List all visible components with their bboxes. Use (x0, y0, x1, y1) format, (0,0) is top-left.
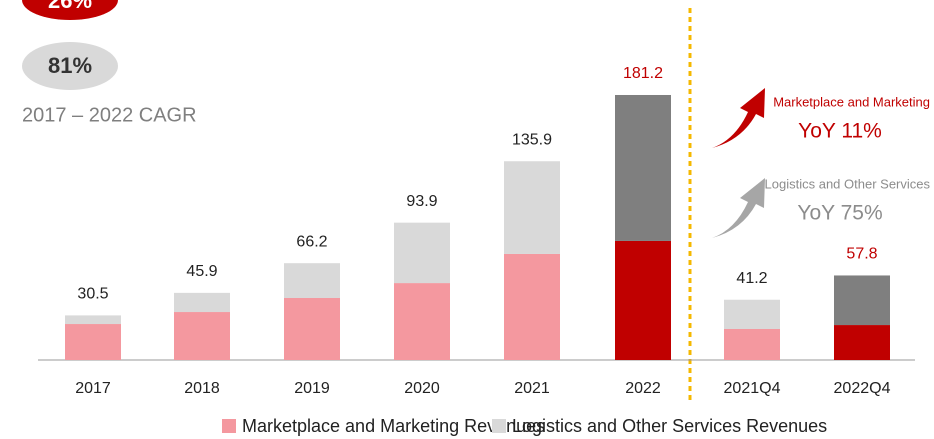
total-label: 93.9 (406, 193, 437, 210)
legend-swatch (222, 419, 236, 433)
cagr-value: 26% (48, 0, 92, 13)
legend-label: Marketplace and Marketing Revenues (242, 416, 545, 436)
bar-segment (504, 161, 560, 254)
arrow-up (712, 88, 765, 148)
x-tick-label: 2022Q4 (834, 380, 891, 397)
bar-segment (65, 315, 121, 325)
annotation-title: Marketplace and Marketing (773, 94, 930, 109)
bar-segment (284, 297, 340, 360)
bar-segment (724, 328, 780, 360)
x-tick-label: 2021 (514, 380, 550, 397)
cagr-pill (22, 42, 118, 90)
annotation-text: YoY 75% (797, 202, 882, 225)
bar-segment (615, 240, 671, 360)
bar-segment (174, 312, 230, 360)
cagr-pill (22, 0, 118, 20)
cagr-label: 2017 – 2022 CAGR (22, 104, 197, 126)
total-label: 41.2 (736, 270, 767, 287)
bar-segment (615, 94, 671, 241)
bar-segment (65, 324, 121, 360)
legend-swatch (492, 419, 506, 433)
x-tick-label: 2019 (294, 380, 330, 397)
total-label: 45.9 (186, 263, 217, 280)
bar-segment (394, 222, 450, 284)
x-tick-label: 2018 (184, 380, 220, 397)
total-label: 135.9 (512, 131, 552, 148)
x-tick-label: 2017 (75, 380, 111, 397)
cagr-value: 81% (48, 53, 92, 78)
annotation-title: Logistics and Other Services (765, 176, 931, 191)
bar-segment (834, 325, 890, 360)
bar-segment (174, 292, 230, 313)
legend-label: Logistics and Other Services Revenues (512, 416, 827, 436)
arrow-up (712, 178, 765, 238)
x-tick-label: 2020 (404, 380, 440, 397)
bar-segment (504, 253, 560, 360)
total-label: 57.8 (846, 246, 877, 263)
total-label: 30.5 (77, 286, 108, 303)
bar-segment (724, 299, 780, 329)
annotation-text: YoY 11% (798, 120, 882, 143)
total-label: 181.2 (623, 65, 663, 82)
bar-segment (394, 283, 450, 360)
x-tick-label: 2021Q4 (724, 380, 781, 397)
x-tick-label: 2022 (625, 380, 661, 397)
bar-segment (284, 263, 340, 298)
bar-segment (834, 275, 890, 326)
total-label: 66.2 (296, 233, 327, 250)
